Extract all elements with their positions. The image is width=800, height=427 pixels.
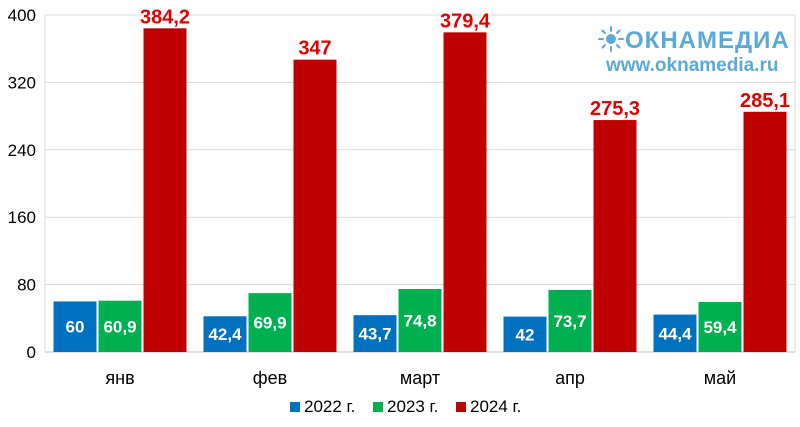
bar xyxy=(143,28,187,353)
data-label: 59,4 xyxy=(703,318,737,337)
legend-label: 2023 г. xyxy=(387,397,438,416)
bar xyxy=(353,315,397,352)
data-label: 43,7 xyxy=(358,325,391,344)
legend-label: 2022 г. xyxy=(304,397,355,416)
y-tick-label: 320 xyxy=(8,73,36,92)
data-label: 74,8 xyxy=(403,311,436,330)
legend-swatch xyxy=(456,402,466,412)
x-category-label: май xyxy=(704,368,736,388)
bar xyxy=(698,301,742,352)
y-axis-ticks: 0 80 160 240 320 400 xyxy=(8,6,36,362)
data-label: 285,1 xyxy=(740,90,790,112)
y-tick-label: 80 xyxy=(17,276,36,295)
bar xyxy=(443,32,487,352)
data-label: 42,4 xyxy=(208,325,242,344)
x-axis-categories: янв фев март апр май xyxy=(105,368,736,388)
bar xyxy=(203,316,247,352)
y-tick-label: 240 xyxy=(8,141,36,160)
data-labels: 60 60,9 384,2 42,4 69,9 347 43,7 74,8 379,4 42 73,… xyxy=(66,6,790,344)
bar xyxy=(743,111,787,352)
y-tick-label: 400 xyxy=(8,6,36,25)
x-category-label: март xyxy=(400,368,440,388)
legend-swatch xyxy=(373,402,383,412)
watermark-name: ОКНАМЕДИА xyxy=(625,27,790,54)
data-label: 42 xyxy=(516,325,535,344)
sun-logo-icon xyxy=(598,26,624,52)
bar xyxy=(53,301,97,352)
bar xyxy=(98,300,142,352)
bars xyxy=(53,28,787,353)
y-tick-label: 160 xyxy=(8,208,36,227)
bar xyxy=(593,120,637,352)
watermark: ОКНАМЕДИА www.oknamedia.ru xyxy=(598,26,790,76)
data-label: 275,3 xyxy=(590,98,640,120)
bar xyxy=(248,293,292,352)
bar xyxy=(653,314,697,352)
data-label: 347 xyxy=(298,38,331,60)
x-category-label: фев xyxy=(253,368,287,388)
legend: 2022 г. 2023 г. 2024 г. xyxy=(290,397,521,416)
bar xyxy=(503,316,547,352)
legend-swatch xyxy=(290,402,300,412)
data-label: 73,7 xyxy=(553,312,586,331)
bar xyxy=(293,59,337,353)
data-label: 44,4 xyxy=(658,324,692,343)
x-category-label: янв xyxy=(105,368,134,388)
watermark-url: www.oknamedia.ru xyxy=(605,55,778,76)
data-label: 60,9 xyxy=(103,317,136,336)
data-label: 379,4 xyxy=(440,10,491,32)
bar xyxy=(398,288,442,352)
data-label: 69,9 xyxy=(253,314,286,333)
bar xyxy=(548,289,592,352)
data-label: 60 xyxy=(66,318,85,337)
y-tick-label: 0 xyxy=(27,343,36,362)
legend-label: 2024 г. xyxy=(470,397,521,416)
x-category-label: апр xyxy=(555,368,585,388)
data-label: 384,2 xyxy=(140,6,190,28)
